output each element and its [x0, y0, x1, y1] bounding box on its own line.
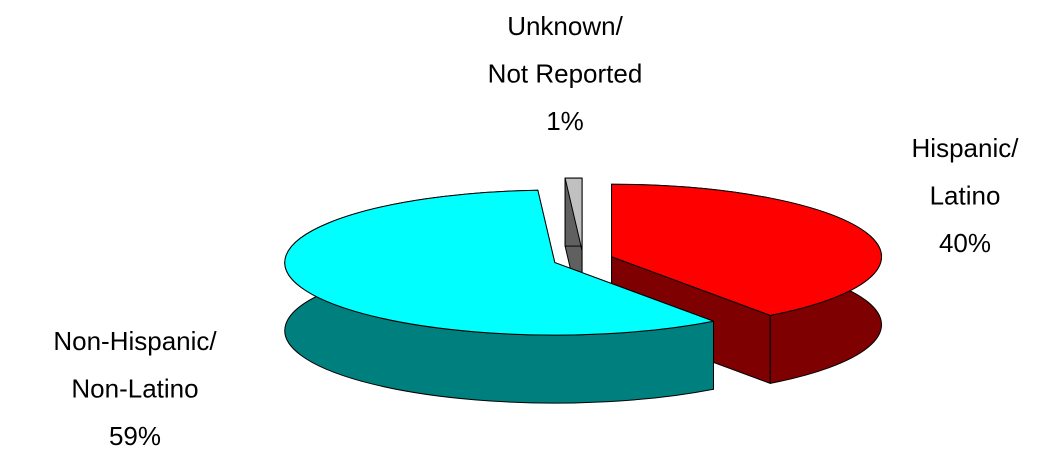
slice-label: Unknown/Not Reported: [488, 11, 643, 89]
slice-label-line: Non-Latino: [71, 373, 198, 403]
slice-label-line: Hispanic/: [912, 133, 1020, 163]
slice-label: Hispanic/Latino: [912, 133, 1020, 211]
value-label: 1%: [546, 106, 584, 136]
value-label: 40%: [939, 228, 991, 258]
slice: [611, 183, 883, 316]
slice-label: Non-Hispanic/Non-Latino: [53, 326, 217, 404]
slice-label-line: Not Reported: [488, 58, 643, 88]
value-label: 59%: [109, 421, 161, 451]
slice-label-line: Unknown/: [507, 11, 623, 41]
slice: [564, 177, 583, 252]
slice-label-line: Latino: [930, 180, 1001, 210]
slice-label-line: Non-Hispanic/: [53, 326, 217, 356]
slice: [284, 189, 714, 336]
